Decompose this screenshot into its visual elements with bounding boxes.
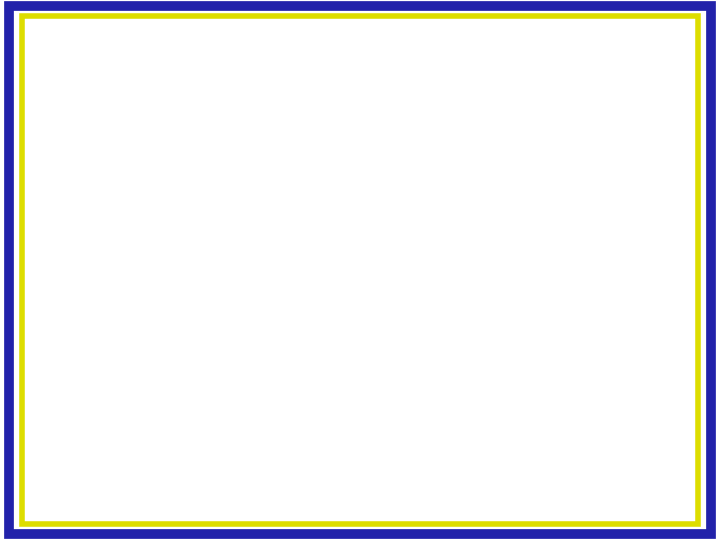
- Text: 🐝: 🐝: [67, 481, 76, 496]
- Text: $V_{fg}$: $V_{fg}$: [464, 291, 488, 314]
- Text: Basic Floating-Gate Transistor:: Basic Floating-Gate Transistor:: [74, 37, 646, 71]
- Text: pFET Floating-Gate Synapse: pFET Floating-Gate Synapse: [58, 199, 363, 218]
- Text: using:: using:: [58, 273, 123, 292]
- Text: $C_1$: $C_1$: [417, 311, 437, 331]
- Text: $\Delta V_g$: $\Delta V_g$: [334, 256, 366, 280]
- Text: $I_{tun}$: $I_{tun}$: [387, 141, 415, 161]
- Text: Weight Change Mechanisms: Weight Change Mechanisms: [100, 76, 620, 110]
- Text: •  Tunneling Current: • Tunneling Current: [101, 309, 324, 328]
- Text: $V_d$: $V_d$: [632, 363, 653, 384]
- Text: $C_{tun}$: $C_{tun}$: [487, 185, 518, 205]
- Text: $I_{inj}$: $I_{inj}$: [485, 373, 507, 396]
- Text: Change floating-gate charge: Change floating-gate charge: [58, 244, 361, 263]
- Text: •  Injection Current: • Injection Current: [101, 354, 310, 373]
- Text: $V_{tun}$: $V_{tun}$: [466, 112, 498, 132]
